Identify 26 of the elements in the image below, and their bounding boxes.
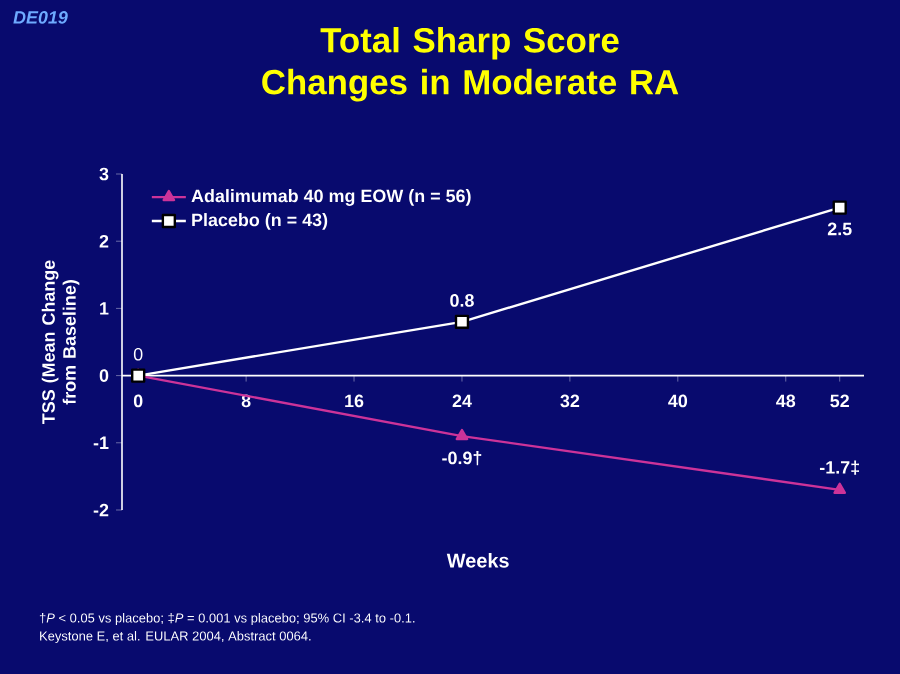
x-tick-label: 16 xyxy=(345,394,364,408)
data-label: 0.8 xyxy=(450,294,474,307)
x-tick-label: 48 xyxy=(776,394,796,408)
x-tick-label: 32 xyxy=(560,394,580,408)
point xyxy=(832,200,847,215)
data-label: 0 xyxy=(133,347,143,361)
y-tick-label: 2 xyxy=(99,234,109,248)
x-axis-title: Weeks xyxy=(446,553,509,568)
data-label: -0.9† xyxy=(442,451,482,466)
y-tick-label: 0 xyxy=(99,369,109,382)
y-tick-label: 3 xyxy=(99,167,109,181)
legend-label: Adalimumab 40 mg EOW (n = 56) xyxy=(191,189,471,206)
x-tick-label: 24 xyxy=(452,394,472,408)
y-tick-label: 1 xyxy=(100,302,109,315)
y-axis-title: TSS (Mean Change from Baseline) xyxy=(41,260,80,425)
chart-title: Total Sharp Score Changes in Moderate RA xyxy=(262,27,679,102)
data-label: -1.7‡ xyxy=(819,460,859,475)
data-label: 2.5 xyxy=(827,222,852,236)
x-tick-label: 0 xyxy=(133,394,143,408)
legend-label: Placebo (n = 43) xyxy=(192,213,328,230)
text: DE019 xyxy=(13,11,68,24)
x-tick-label: 40 xyxy=(668,394,688,408)
y-tick-label: -1 xyxy=(93,436,109,449)
x-tick-label: 52 xyxy=(830,394,849,408)
y-tick-label: -2 xyxy=(93,503,109,517)
point xyxy=(454,314,470,330)
